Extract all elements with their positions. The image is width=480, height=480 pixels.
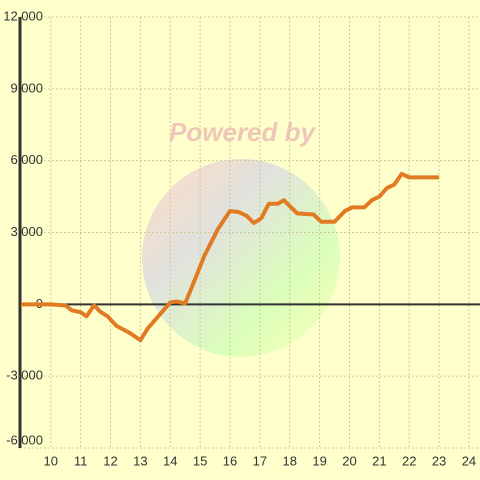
y-tick-label: -3,000	[6, 368, 43, 383]
x-tick-label: 16	[223, 453, 237, 468]
x-tick-label: 14	[163, 453, 177, 468]
watermark-text: Powered by	[169, 117, 316, 147]
watermark-logo	[142, 159, 340, 357]
x-tick-label: 23	[432, 453, 446, 468]
x-tick-label: 22	[402, 453, 416, 468]
line	[20, 171, 440, 343]
x-tick-label: 18	[282, 453, 296, 468]
y-tick-label: -6,000	[6, 432, 43, 447]
y-tick-label: 3,000	[10, 224, 43, 239]
x-tick-label: 24	[462, 453, 476, 468]
x-tick-label: 20	[342, 453, 356, 468]
x-tick-label: 13	[133, 453, 147, 468]
x-tick-label: 12	[103, 453, 117, 468]
watermark	[142, 159, 340, 357]
x-tick-label: 19	[312, 453, 326, 468]
y-tick-label: 12,000	[3, 8, 43, 23]
x-tick-label: 17	[253, 453, 267, 468]
x-tick-label: 15	[193, 453, 207, 468]
y-tick-label: 9,000	[10, 80, 43, 95]
x-tick-label: 21	[372, 453, 386, 468]
x-tick-label: 10	[44, 453, 58, 468]
y-tick-label: 6,000	[10, 152, 43, 167]
x-tick-label: 11	[74, 453, 88, 468]
